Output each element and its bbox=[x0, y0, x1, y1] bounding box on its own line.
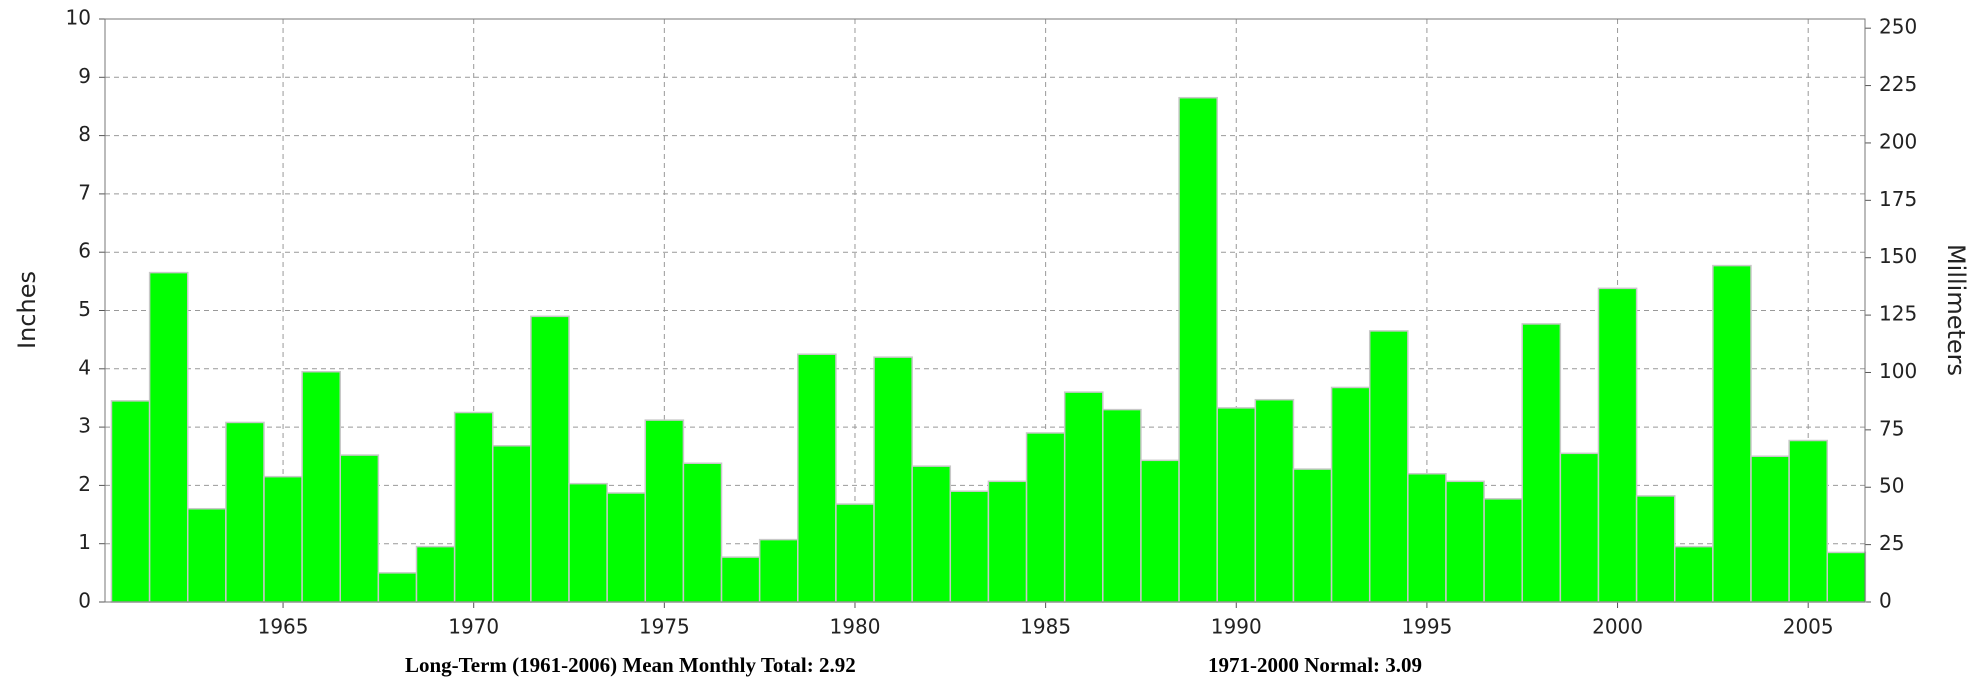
bar bbox=[1635, 495, 1676, 603]
bar bbox=[453, 411, 494, 603]
bar bbox=[1597, 287, 1638, 603]
bar bbox=[301, 370, 342, 603]
bar bbox=[1216, 407, 1257, 603]
bar bbox=[110, 400, 151, 603]
y2-tick-label: 75 bbox=[1879, 416, 1904, 440]
y2-tick-label: 100 bbox=[1879, 359, 1917, 383]
bar bbox=[1292, 468, 1333, 603]
x-tick-label: 2005 bbox=[1783, 615, 1834, 639]
bar bbox=[263, 475, 303, 603]
bar bbox=[987, 480, 1028, 603]
x-tick-label: 1990 bbox=[1211, 615, 1262, 639]
bar bbox=[1407, 472, 1447, 603]
bar bbox=[606, 492, 647, 603]
y-tick-label: 6 bbox=[78, 239, 91, 263]
x-tick-label: 1970 bbox=[448, 615, 499, 639]
bar bbox=[1445, 480, 1485, 603]
x-tick-label: 2000 bbox=[1592, 615, 1643, 639]
bar bbox=[225, 421, 265, 603]
footer-note: 1971-2000 Normal: 3.09 bbox=[1208, 653, 1422, 677]
x-tick-label: 1995 bbox=[1401, 615, 1452, 639]
y-axis-label: Inches bbox=[13, 271, 41, 349]
bar bbox=[148, 271, 189, 603]
y2-tick-label: 175 bbox=[1879, 187, 1917, 211]
bar bbox=[835, 503, 875, 603]
y-tick-label: 4 bbox=[78, 355, 91, 379]
y2-tick-label: 0 bbox=[1879, 589, 1892, 613]
y-tick-label: 8 bbox=[78, 122, 91, 146]
bar bbox=[1673, 545, 1714, 603]
y-tick-label: 1 bbox=[78, 530, 91, 554]
y2-tick-label: 25 bbox=[1879, 531, 1904, 555]
y2-tick-label: 250 bbox=[1879, 15, 1917, 39]
bar bbox=[1750, 455, 1790, 603]
y-tick-label: 0 bbox=[78, 589, 91, 613]
bar bbox=[911, 465, 952, 603]
bar bbox=[339, 454, 380, 603]
x-tick-label: 1980 bbox=[830, 615, 881, 639]
footer-note: Long-Term (1961-2006) Mean Monthly Total… bbox=[405, 653, 856, 677]
bar bbox=[758, 538, 799, 603]
bar bbox=[1140, 459, 1180, 603]
bar bbox=[682, 462, 723, 603]
x-tick-label: 1965 bbox=[258, 615, 309, 639]
bar bbox=[949, 490, 990, 603]
y2-tick-label: 150 bbox=[1879, 244, 1917, 268]
bar bbox=[377, 572, 418, 603]
y-tick-label: 3 bbox=[78, 414, 91, 438]
y2-tick-label: 200 bbox=[1879, 129, 1917, 153]
y2-tick-label: 50 bbox=[1879, 474, 1904, 498]
bar bbox=[530, 315, 570, 603]
y-tick-label: 5 bbox=[78, 297, 91, 321]
bar bbox=[1712, 264, 1752, 603]
bar bbox=[1521, 323, 1562, 603]
bar bbox=[1483, 498, 1523, 603]
bar bbox=[1178, 96, 1218, 603]
plot-frame bbox=[104, 18, 1866, 603]
bar bbox=[415, 545, 456, 603]
x-tick-label: 1975 bbox=[639, 615, 690, 639]
bar bbox=[1102, 408, 1142, 603]
bar bbox=[797, 353, 837, 603]
bar bbox=[186, 507, 227, 603]
y-tick-label: 7 bbox=[78, 180, 91, 204]
bar bbox=[644, 419, 685, 603]
y-tick-label: 2 bbox=[78, 472, 91, 496]
y-tick-label: 9 bbox=[78, 64, 91, 88]
bar bbox=[1330, 386, 1371, 603]
bar bbox=[1559, 452, 1600, 603]
y-tick-label: 10 bbox=[66, 6, 91, 30]
y2-tick-label: 225 bbox=[1879, 72, 1917, 96]
y2-tick-label: 125 bbox=[1879, 302, 1917, 326]
bar bbox=[1788, 439, 1829, 603]
bar bbox=[1368, 330, 1409, 603]
bar bbox=[873, 356, 913, 603]
bar bbox=[492, 445, 532, 603]
bar bbox=[1826, 551, 1867, 603]
bar bbox=[720, 556, 761, 603]
bar bbox=[1254, 398, 1295, 603]
bar bbox=[568, 482, 608, 603]
bar bbox=[1025, 432, 1066, 603]
y2-axis-label: Millimeters bbox=[1942, 244, 1970, 376]
x-tick-label: 1985 bbox=[1020, 615, 1071, 639]
bar bbox=[1063, 391, 1104, 603]
